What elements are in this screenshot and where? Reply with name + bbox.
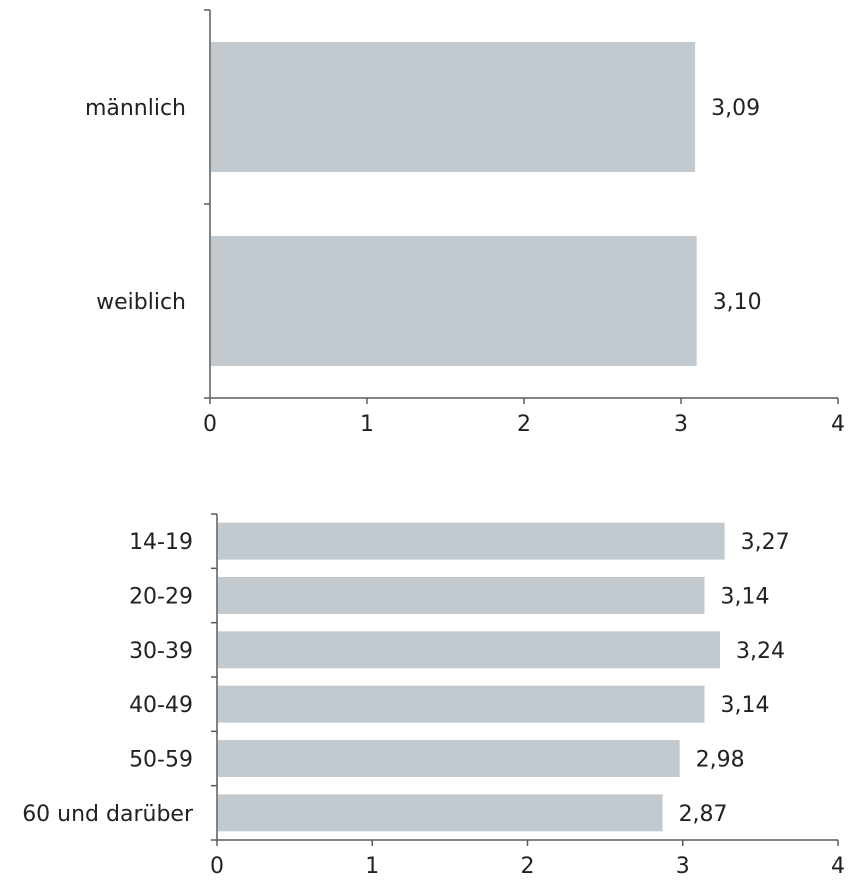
gender-x-tick-label: 0 bbox=[203, 412, 217, 437]
age-category-label: 50-59 bbox=[129, 748, 193, 773]
gender-value-label: 3,10 bbox=[713, 290, 762, 315]
age-x-tick-label: 0 bbox=[210, 854, 224, 879]
gender-bar bbox=[211, 42, 696, 172]
age-value-label: 3,24 bbox=[736, 639, 785, 664]
age-x-tick-label: 1 bbox=[365, 854, 379, 879]
age-bar bbox=[218, 740, 680, 777]
age-value-label: 3,27 bbox=[741, 530, 790, 555]
age-category-label: 60 und darüber bbox=[22, 802, 194, 827]
age-x-tick-label: 4 bbox=[831, 854, 845, 879]
age-bar-chart: 0 1 2 3 4 14-19 3,27 20-29 3,14 30-39 3,24 40-49 3,1… bbox=[22, 513, 845, 879]
age-bar bbox=[218, 685, 705, 723]
age-bar bbox=[218, 794, 663, 832]
gender-x-tick-label: 4 bbox=[831, 412, 845, 437]
age-value-label: 2,98 bbox=[696, 748, 745, 773]
gender-x-tick-label: 2 bbox=[517, 412, 531, 437]
gender-category-label: männlich bbox=[85, 96, 186, 121]
age-category-label: 20-29 bbox=[129, 585, 193, 610]
age-bar bbox=[218, 631, 721, 669]
age-x-tick-label: 3 bbox=[676, 854, 690, 879]
gender-x-tick-label: 1 bbox=[360, 412, 374, 437]
age-value-label: 3,14 bbox=[720, 585, 769, 610]
age-category-label: 30-39 bbox=[129, 639, 193, 664]
gender-bar bbox=[211, 236, 697, 366]
gender-x-tick-label: 3 bbox=[674, 412, 688, 437]
gender-category-label: weiblich bbox=[96, 290, 186, 315]
age-x-tick-label: 2 bbox=[521, 854, 535, 879]
age-value-label: 2,87 bbox=[679, 802, 728, 827]
age-category-label: 14-19 bbox=[129, 530, 193, 555]
age-bar bbox=[218, 577, 705, 614]
age-bar bbox=[218, 522, 725, 560]
gender-value-label: 3,09 bbox=[711, 96, 760, 121]
age-category-label: 40-49 bbox=[129, 693, 193, 718]
age-value-label: 3,14 bbox=[720, 693, 769, 718]
gender-bar-chart: 0 1 2 3 4 männlich 3,09 weiblich 3,10 bbox=[85, 9, 845, 437]
